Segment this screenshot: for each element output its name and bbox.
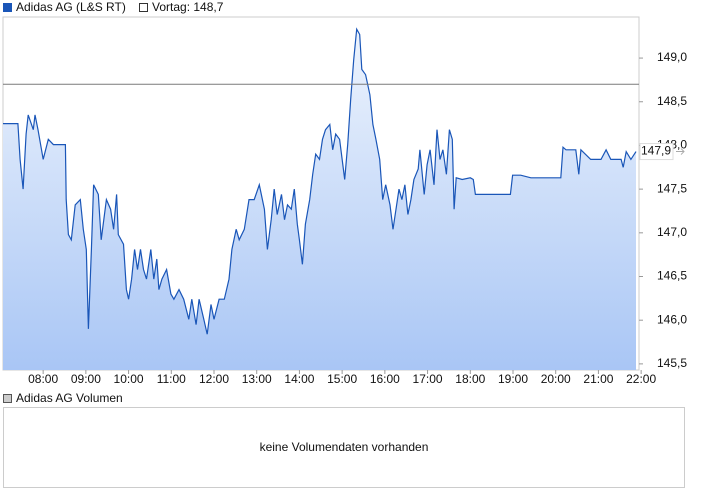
y-tick-label: 148,5 xyxy=(657,94,687,108)
y-tick-label: 147,5 xyxy=(657,181,687,195)
y-tick-label: 147,0 xyxy=(657,225,687,239)
x-tick-label: 16:00 xyxy=(370,372,400,386)
x-tick-label: 19:00 xyxy=(498,372,528,386)
x-tick-label: 14:00 xyxy=(284,372,314,386)
legend-label: Adidas AG (L&S RT) xyxy=(16,0,126,14)
price-line xyxy=(3,27,637,335)
x-tick-label: 15:00 xyxy=(327,372,357,386)
x-tick-label: 22:00 xyxy=(626,372,656,386)
x-tick-label: 09:00 xyxy=(71,372,101,386)
x-tick-label: 20:00 xyxy=(541,372,571,386)
plot: 145,5146,0146,5147,0147,5148,0148,5149,0… xyxy=(3,27,687,386)
volume-message: keine Volumendaten vorhanden xyxy=(260,440,429,454)
y-tick-label: 149,0 xyxy=(657,50,687,64)
last-price-arrow xyxy=(676,148,685,155)
y-tick-label: 146,5 xyxy=(657,269,687,283)
y-tick-label: 146,0 xyxy=(657,312,687,326)
area xyxy=(3,29,636,370)
legend-swatch xyxy=(3,394,12,403)
x-tick-label: 17:00 xyxy=(413,372,443,386)
x-tick-label: 13:00 xyxy=(242,372,272,386)
legend-swatch xyxy=(3,3,12,12)
last-price-label: 147,9 xyxy=(641,144,671,158)
x-tick-label: 21:00 xyxy=(583,372,613,386)
volume-legend: Adidas AG Volumen xyxy=(16,391,123,405)
legend-swatch xyxy=(139,3,148,12)
y-tick-label: 145,5 xyxy=(657,356,687,370)
volume-frame xyxy=(3,407,685,488)
x-tick-label: 18:00 xyxy=(455,372,485,386)
x-tick-label: 08:00 xyxy=(28,372,58,386)
legend-label: Vortag: 148,7 xyxy=(152,0,224,14)
x-tick-label: 10:00 xyxy=(114,372,144,386)
last-price-box xyxy=(639,143,674,161)
x-tick-label: 12:00 xyxy=(199,372,229,386)
x-tick-label: 11:00 xyxy=(157,372,186,386)
